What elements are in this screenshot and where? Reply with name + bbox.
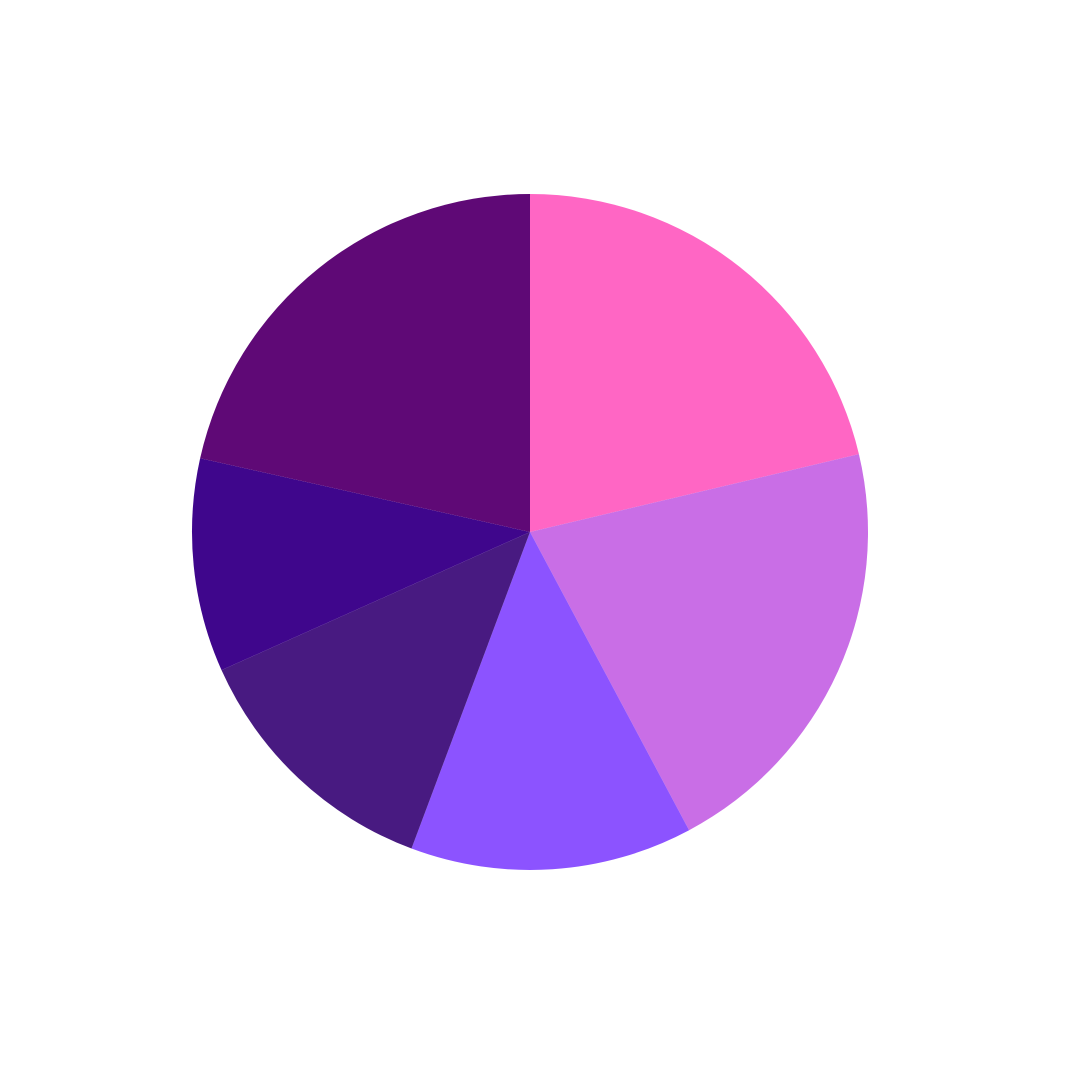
pie-slice-1 <box>530 194 859 532</box>
pie-slice-6 <box>200 194 530 532</box>
pie-slice-3 <box>411 532 690 870</box>
pie-slice-4 <box>221 532 530 849</box>
pie-slices <box>192 194 869 870</box>
pie-slice-2 <box>530 454 869 831</box>
pie-slice-5 <box>192 458 530 671</box>
